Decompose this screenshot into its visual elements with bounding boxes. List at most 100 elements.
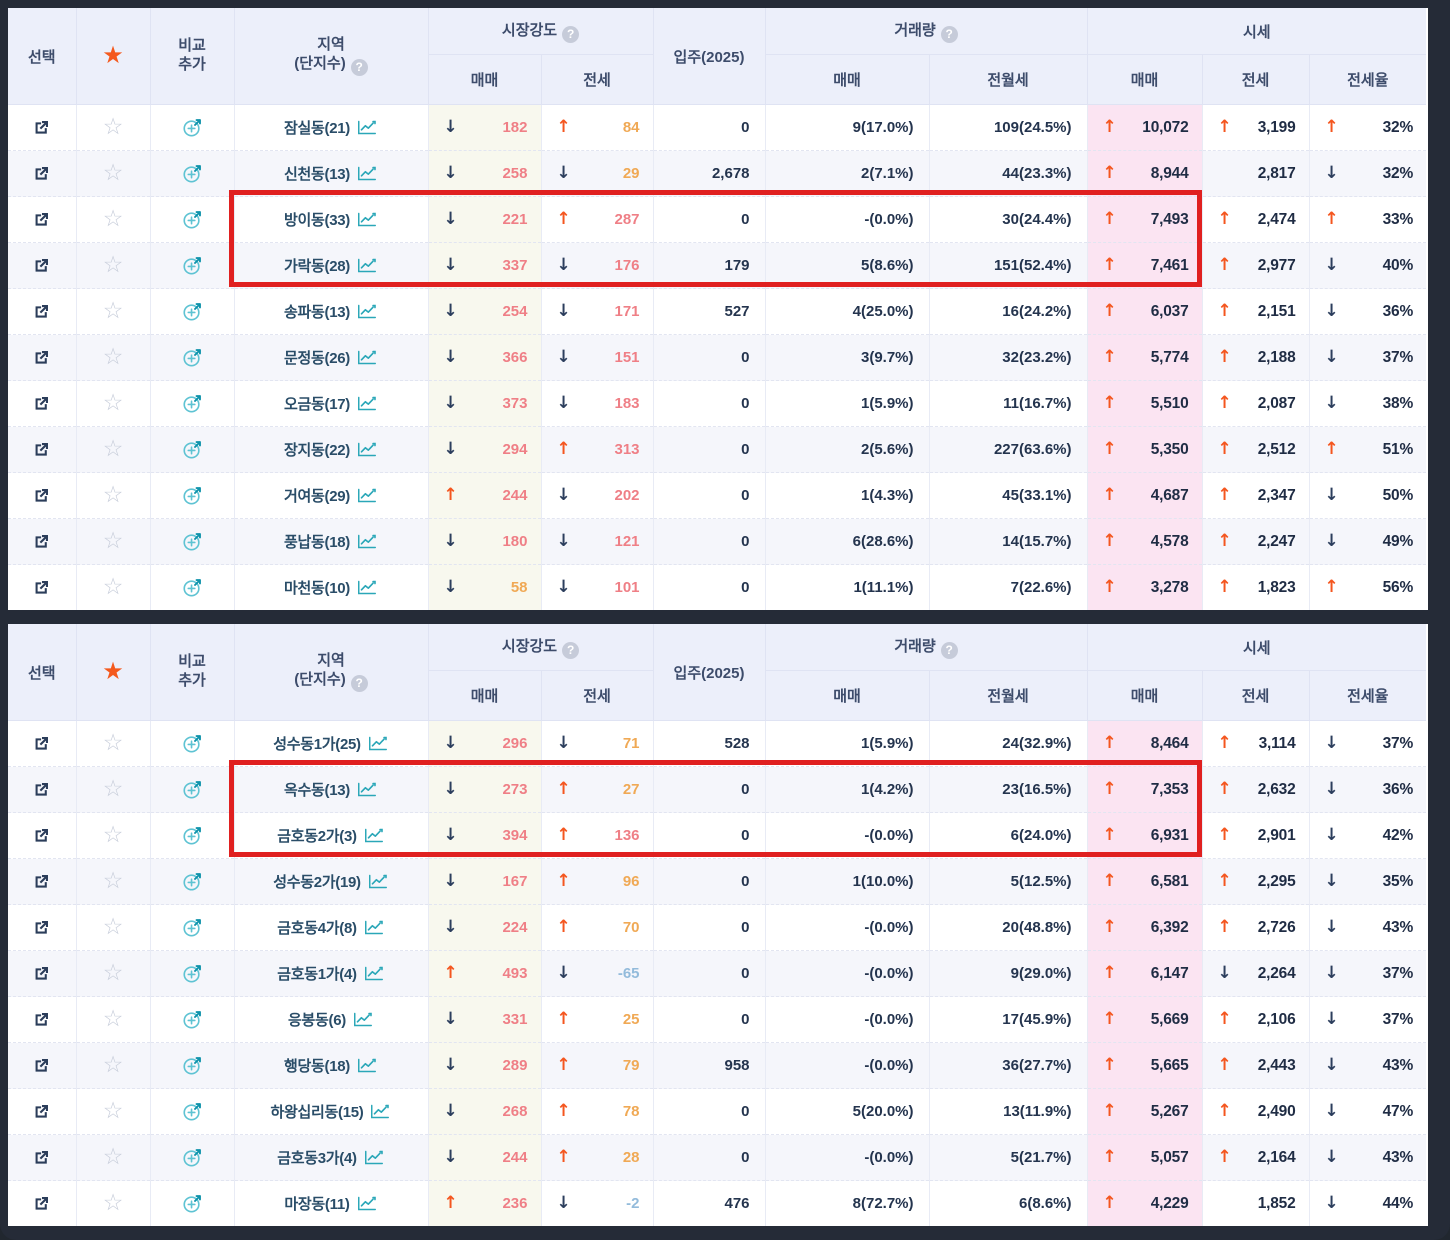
- chart-icon[interactable]: [367, 873, 389, 890]
- open-external-icon[interactable]: [32, 826, 51, 845]
- compare-add-icon[interactable]: [181, 438, 204, 461]
- region-link[interactable]: 오금동(17): [284, 396, 350, 413]
- region-link[interactable]: 가락동(28): [284, 258, 350, 275]
- help-icon[interactable]: ?: [350, 58, 368, 76]
- favorite-star-icon[interactable]: ☆: [102, 868, 124, 894]
- compare-add-icon[interactable]: [181, 778, 204, 801]
- region-link[interactable]: 잠실동(21): [284, 120, 350, 137]
- compare-add-icon[interactable]: [181, 1008, 204, 1031]
- compare-add-icon[interactable]: [181, 116, 204, 139]
- compare-add-icon[interactable]: [181, 1146, 204, 1169]
- compare-add-icon[interactable]: [181, 1192, 204, 1215]
- open-external-icon[interactable]: [32, 964, 51, 983]
- region-link[interactable]: 풍납동(18): [284, 534, 350, 551]
- favorite-star-icon[interactable]: ☆: [102, 574, 124, 600]
- region-link[interactable]: 마장동(11): [284, 1196, 350, 1213]
- favorite-star-icon[interactable]: ☆: [102, 252, 124, 278]
- help-icon[interactable]: ?: [350, 674, 368, 692]
- region-link[interactable]: 금호동3가(4): [277, 1150, 357, 1167]
- favorite-star-icon[interactable]: ☆: [102, 298, 124, 324]
- region-link[interactable]: 문정동(26): [284, 350, 350, 367]
- chart-icon[interactable]: [356, 211, 378, 228]
- compare-add-icon[interactable]: [181, 162, 204, 185]
- compare-add-icon[interactable]: [181, 530, 204, 553]
- favorite-star-icon[interactable]: ☆: [102, 1190, 124, 1216]
- compare-add-icon[interactable]: [181, 962, 204, 985]
- compare-add-icon[interactable]: [181, 1054, 204, 1077]
- favorite-star-icon[interactable]: ☆: [102, 1098, 124, 1124]
- compare-add-icon[interactable]: [181, 732, 204, 755]
- open-external-icon[interactable]: [32, 780, 51, 799]
- region-link[interactable]: 금호동2가(3): [277, 828, 357, 845]
- chart-icon[interactable]: [356, 119, 378, 136]
- chart-icon[interactable]: [363, 965, 385, 982]
- region-link[interactable]: 행당동(18): [284, 1058, 350, 1075]
- open-external-icon[interactable]: [32, 164, 51, 183]
- chart-icon[interactable]: [356, 441, 378, 458]
- chart-icon[interactable]: [356, 1057, 378, 1074]
- region-link[interactable]: 송파동(13): [284, 304, 350, 321]
- region-link[interactable]: 방이동(33): [284, 212, 350, 229]
- region-link[interactable]: 응봉동(6): [288, 1012, 346, 1029]
- help-icon[interactable]: ?: [940, 641, 958, 659]
- region-link[interactable]: 금호동4가(8): [277, 920, 357, 937]
- favorite-star-icon[interactable]: ☆: [102, 482, 124, 508]
- open-external-icon[interactable]: [32, 210, 51, 229]
- help-icon[interactable]: ?: [940, 25, 958, 43]
- open-external-icon[interactable]: [32, 578, 51, 597]
- open-external-icon[interactable]: [32, 348, 51, 367]
- region-link[interactable]: 장지동(22): [284, 442, 350, 459]
- chart-icon[interactable]: [363, 827, 385, 844]
- favorite-star-icon[interactable]: ☆: [102, 160, 124, 186]
- favorite-star-icon[interactable]: ☆: [102, 914, 124, 940]
- region-link[interactable]: 하왕십리동(15): [270, 1104, 364, 1121]
- compare-add-icon[interactable]: [181, 870, 204, 893]
- open-external-icon[interactable]: [32, 394, 51, 413]
- region-link[interactable]: 신천동(13): [284, 166, 350, 183]
- compare-add-icon[interactable]: [181, 1100, 204, 1123]
- compare-add-icon[interactable]: [181, 916, 204, 939]
- favorite-star-icon[interactable]: ☆: [102, 1144, 124, 1170]
- help-icon[interactable]: ?: [562, 25, 580, 43]
- favorite-star-icon[interactable]: ☆: [102, 390, 124, 416]
- chart-icon[interactable]: [356, 781, 378, 798]
- compare-add-icon[interactable]: [181, 484, 204, 507]
- chart-icon[interactable]: [363, 1149, 385, 1166]
- region-link[interactable]: 거여동(29): [284, 488, 350, 505]
- compare-add-icon[interactable]: [181, 346, 204, 369]
- open-external-icon[interactable]: [32, 440, 51, 459]
- favorite-star-icon[interactable]: ☆: [102, 822, 124, 848]
- compare-add-icon[interactable]: [181, 300, 204, 323]
- favorite-star-icon[interactable]: ☆: [102, 206, 124, 232]
- open-external-icon[interactable]: [32, 302, 51, 321]
- favorite-star-icon[interactable]: ☆: [102, 1006, 124, 1032]
- chart-icon[interactable]: [356, 165, 378, 182]
- chart-icon[interactable]: [369, 1103, 391, 1120]
- open-external-icon[interactable]: [32, 1010, 51, 1029]
- favorite-star-icon[interactable]: ☆: [102, 1052, 124, 1078]
- open-external-icon[interactable]: [32, 118, 51, 137]
- compare-add-icon[interactable]: [181, 392, 204, 415]
- chart-icon[interactable]: [356, 303, 378, 320]
- chart-icon[interactable]: [356, 395, 378, 412]
- chart-icon[interactable]: [356, 533, 378, 550]
- open-external-icon[interactable]: [32, 532, 51, 551]
- favorite-star-icon[interactable]: ☆: [102, 114, 124, 140]
- open-external-icon[interactable]: [32, 1102, 51, 1121]
- region-link[interactable]: 마천동(10): [284, 580, 350, 597]
- open-external-icon[interactable]: [32, 734, 51, 753]
- region-link[interactable]: 성수동2가(19): [273, 874, 361, 891]
- open-external-icon[interactable]: [32, 1148, 51, 1167]
- open-external-icon[interactable]: [32, 486, 51, 505]
- favorite-star-icon[interactable]: ☆: [102, 776, 124, 802]
- chart-icon[interactable]: [352, 1011, 374, 1028]
- open-external-icon[interactable]: [32, 1056, 51, 1075]
- region-link[interactable]: 옥수동(13): [284, 782, 350, 799]
- open-external-icon[interactable]: [32, 872, 51, 891]
- region-link[interactable]: 금호동1가(4): [277, 966, 357, 983]
- favorite-star-icon[interactable]: ☆: [102, 528, 124, 554]
- region-link[interactable]: 성수동1가(25): [273, 736, 361, 753]
- open-external-icon[interactable]: [32, 256, 51, 275]
- chart-icon[interactable]: [356, 487, 378, 504]
- open-external-icon[interactable]: [32, 918, 51, 937]
